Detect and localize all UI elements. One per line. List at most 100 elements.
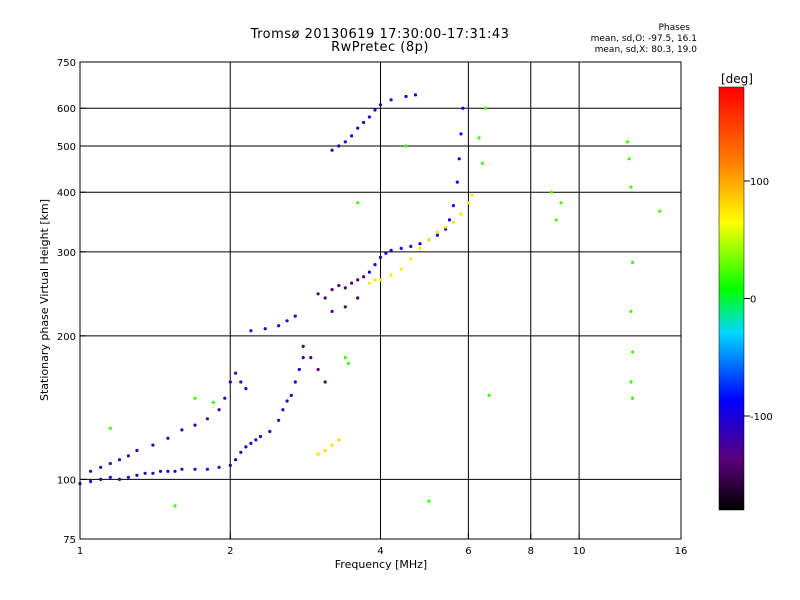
data-point [427,499,431,503]
data-point [373,278,377,282]
y-tick-label: 100 [57,475,76,486]
data-point [289,393,293,397]
data-point [484,106,488,110]
chart-subtitle: RwPretec (8p) [331,40,429,55]
phases-heading: Phases [658,23,690,33]
data-point [258,434,263,439]
data-point [205,467,209,471]
data-point [367,281,371,285]
data-point [356,126,360,130]
y-tick-label: 75 [63,535,76,546]
data-point [343,286,347,290]
data-point [268,429,272,434]
axis-ticks: 1 2 4 6 8 10 16 75 100 200 300 400 500 600 750 [57,58,687,557]
data-point [444,225,448,229]
data-point [625,140,630,144]
data-points [78,93,662,508]
data-point [367,270,371,274]
colorbar [718,86,745,511]
data-point [228,463,232,467]
data-point [447,218,452,222]
data-point [126,475,130,479]
data-point [180,467,184,471]
colorbar-tick-label: 0 [750,295,756,306]
data-point [108,461,112,466]
phases-o-stats: mean, sd,O: -97.5, 16.1 [590,34,697,44]
data-point [244,387,248,391]
data-point [455,180,459,184]
data-point [373,108,377,112]
data-point [244,445,248,449]
x-tick-label: 8 [528,546,534,557]
colorbar-tick-label: -100 [750,412,773,423]
data-point [435,230,439,234]
data-point [343,356,347,360]
data-point [466,201,470,205]
data-point [151,471,155,475]
data-point [427,238,431,242]
y-tick-label: 750 [57,58,76,69]
data-point [126,454,130,458]
data-point [211,400,215,404]
data-point [435,233,439,237]
data-point [89,469,93,473]
data-point [631,350,635,354]
data-point [249,329,253,333]
colorbar-label: [deg] [721,72,753,86]
data-point [343,140,347,144]
data-point [389,273,393,277]
data-point [239,450,243,454]
data-point [409,257,413,261]
data-point [99,477,103,481]
data-point [330,309,334,313]
y-tick-label: 300 [57,248,76,259]
data-point [323,448,327,453]
data-point [337,144,341,148]
data-point [323,296,327,300]
data-point [459,132,463,136]
data-point [629,309,633,313]
data-point [356,201,360,205]
data-point [480,161,484,165]
data-point [658,209,662,213]
data-point [399,267,403,271]
data-point [234,371,238,375]
data-point [281,408,285,412]
data-point [389,248,393,252]
phases-x-stats: mean, sd,X: 80.3, 19.0 [594,45,697,55]
y-tick-label: 400 [57,188,76,199]
data-point [451,220,455,224]
data-point [362,275,366,279]
data-point [413,93,418,97]
data-point [378,278,383,282]
data-point [461,106,465,110]
data-point [459,212,463,216]
data-point [99,465,103,469]
data-point [554,218,558,222]
data-point [330,443,334,447]
data-point [631,260,635,264]
data-point [135,448,139,453]
data-point [151,443,155,447]
data-point [205,417,209,421]
data-point [239,380,243,384]
x-tick-label: 2 [227,546,233,557]
data-point [193,467,197,471]
data-point [350,134,354,138]
data-point [173,504,177,508]
data-point [166,469,170,473]
data-point [451,204,455,208]
data-point [384,251,388,255]
data-point [559,201,563,205]
data-point [404,94,408,99]
data-point [337,438,341,442]
data-point [389,98,393,102]
data-point [297,367,301,372]
data-point [166,436,170,440]
data-point [158,469,163,473]
data-point [301,356,305,360]
data-point [89,479,93,484]
data-point [309,356,313,360]
data-point [108,475,112,479]
